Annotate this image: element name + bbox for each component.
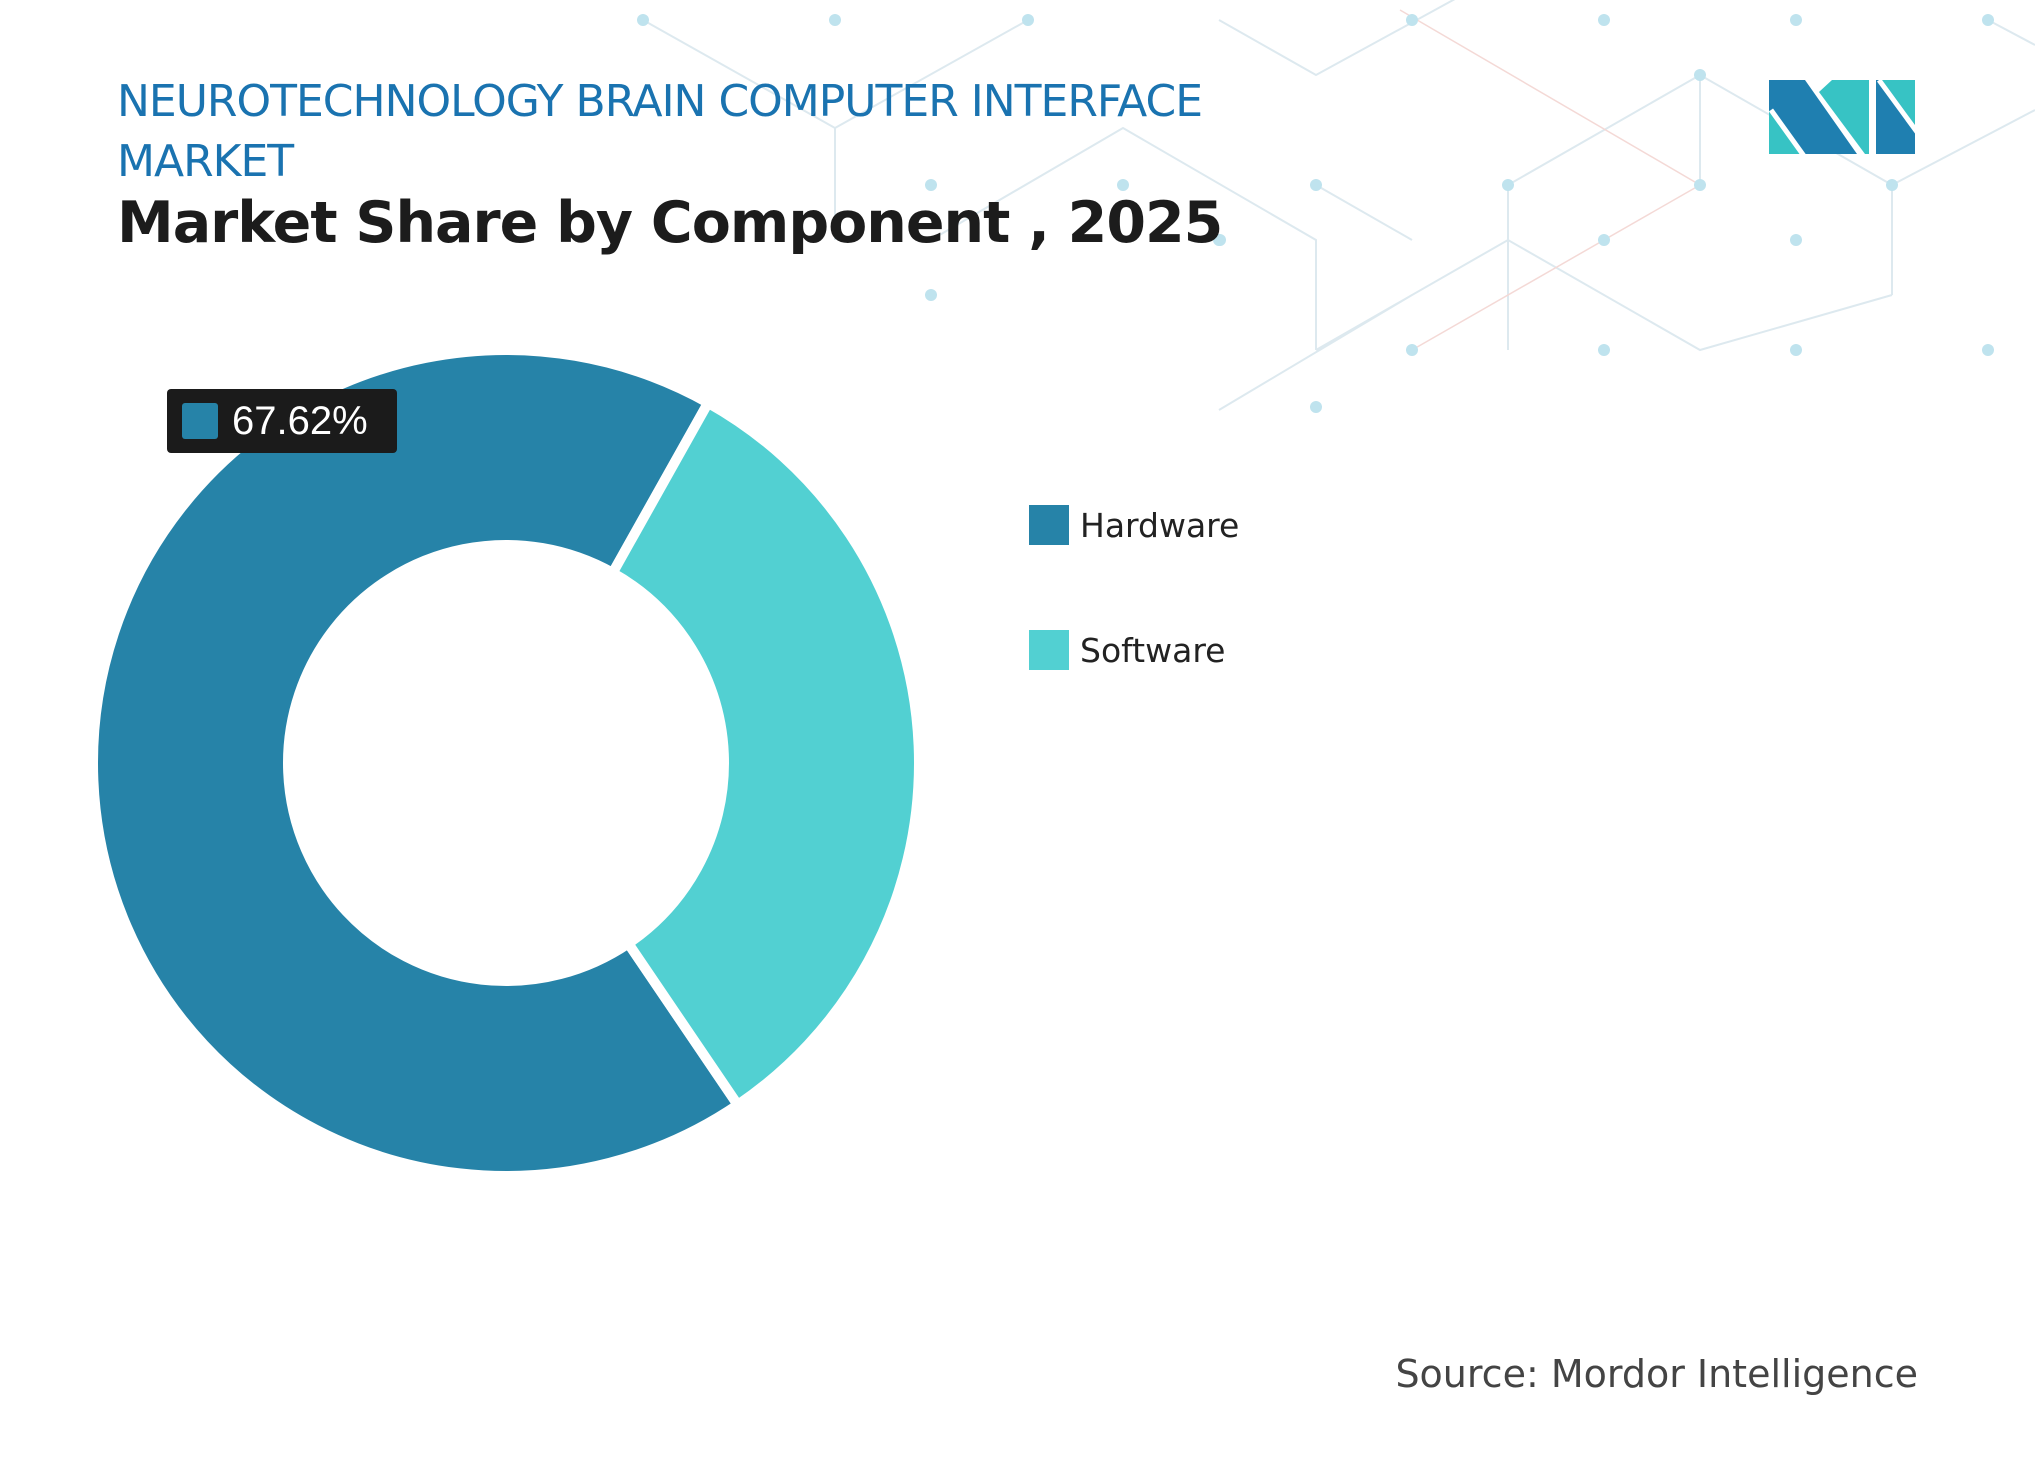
mordor-intelligence-logo-icon (1769, 80, 1915, 154)
data-label-swatch (182, 403, 218, 439)
chart-title: NEUROTECHNOLOGY BRAIN COMPUTER INTERFACE… (117, 76, 1203, 187)
chart-subtitle: Market Share by Component , 2025 (117, 190, 1223, 256)
source-note: Source: Mordor Intelligence (1395, 1352, 1918, 1396)
legend-item-hardware: Hardware (1029, 505, 1239, 545)
legend-label: Software (1080, 630, 1226, 670)
data-label-hardware: 67.62% (167, 389, 397, 453)
donut-slice-hardware (88, 345, 745, 1181)
legend-item-software: Software (1029, 630, 1225, 670)
legend-swatch-hardware (1029, 505, 1069, 545)
legend-swatch-software (1029, 630, 1069, 670)
donut-slice-software (605, 396, 924, 1112)
data-label-text: 67.62% (232, 398, 368, 443)
legend-label: Hardware (1080, 505, 1240, 545)
